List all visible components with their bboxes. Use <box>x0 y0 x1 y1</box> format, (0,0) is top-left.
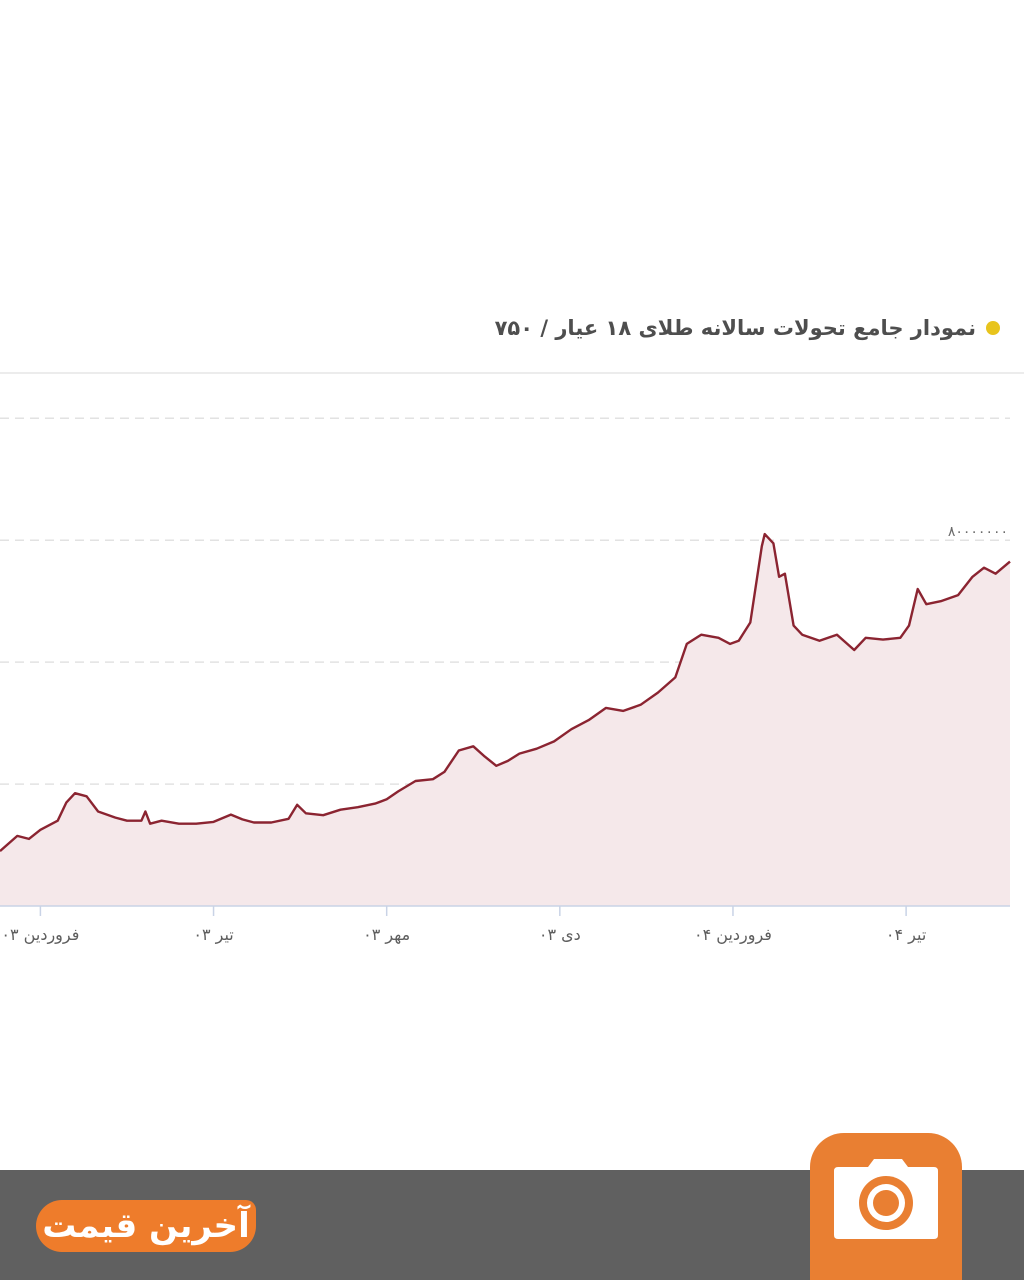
price-chart: ۲۰۰۰۰۰۰۰۴۰۰۰۰۰۰۰۶۰۰۰۰۰۰۰۸۰۰۰۰۰۰۰فروردین … <box>0 417 1011 945</box>
camera-icon <box>834 1159 938 1239</box>
header-divider <box>0 372 1024 374</box>
x-tick-label: تیر ۰۴ <box>886 925 926 945</box>
camera-tab[interactable] <box>810 1133 962 1280</box>
site-logo[interactable]: آخرین قیمت <box>36 1200 256 1252</box>
chart-header: نمودار جامع تحولات سالانه طلای ۱۸ عیار /… <box>495 316 1000 340</box>
title-dot-icon <box>986 321 1000 335</box>
x-tick-label: تیر ۰۳ <box>193 925 233 945</box>
chart-title: نمودار جامع تحولات سالانه طلای ۱۸ عیار /… <box>494 316 976 340</box>
y-tick-label: ۸۰۰۰۰۰۰۰ <box>948 524 1008 540</box>
x-tick-label: دی ۰۳ <box>539 925 581 944</box>
series-line <box>0 532 1011 853</box>
x-tick-label: فروردین ۰۴ <box>694 925 772 945</box>
series-area <box>0 534 1010 906</box>
x-tick-label: فروردین ۰۳ <box>1 925 79 945</box>
x-tick-label: مهر ۰۳ <box>363 925 410 945</box>
